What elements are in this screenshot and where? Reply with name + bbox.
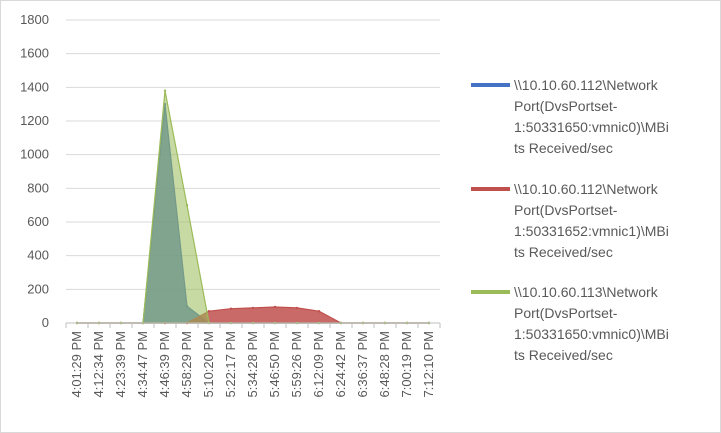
- data-point: [207, 310, 211, 313]
- x-tick-label: 6:12:09 PM: [311, 331, 326, 398]
- x-tick-label: 4:58:29 PM: [179, 331, 194, 398]
- x-tick-label: 5:34:28 PM: [245, 331, 260, 398]
- legend-line: 1:50331650:vmnic0)\MBi: [514, 326, 669, 342]
- data-point: [295, 306, 299, 310]
- legend-entry-3: \\10.10.60.113\Network Port(DvsPortset- 1:…: [514, 284, 669, 363]
- data-point: [229, 307, 233, 310]
- x-tick-label: 6:24:42 PM: [333, 331, 348, 398]
- x-tick-label: 4:46:39 PM: [157, 331, 172, 398]
- legend-line: \\10.10.60.112\Network: [514, 181, 659, 197]
- y-tick-label: 200: [27, 281, 49, 296]
- data-point: [317, 310, 321, 313]
- x-tick-label: 5:59:26 PM: [289, 331, 304, 398]
- x-tick-label: 5:22:17 PM: [223, 331, 238, 398]
- y-tick-label: 400: [27, 248, 49, 263]
- y-tick-label: 800: [27, 180, 49, 195]
- data-point: [185, 204, 189, 207]
- x-tick-label: 5:46:50 PM: [267, 331, 282, 398]
- y-tick-label: 1400: [20, 79, 49, 94]
- data-point: [163, 89, 167, 92]
- data-point: [251, 306, 255, 310]
- series-area-3: [77, 90, 429, 324]
- x-tick-label: 4:34:47 PM: [135, 331, 150, 398]
- legend-line: 1:50331652:vmnic1)\MBi: [514, 223, 669, 239]
- legend-line: \\10.10.60.113\Network: [514, 284, 659, 300]
- x-tick-label: 5:10:20 PM: [201, 331, 216, 398]
- legend-line: ts Received/sec: [514, 244, 613, 260]
- data-point: [273, 305, 277, 309]
- series-area-1: [77, 104, 429, 324]
- y-tick-label: 1600: [20, 46, 49, 61]
- series-area-2: [77, 306, 429, 324]
- legend-line: Port(DvsPortset-: [514, 305, 618, 321]
- y-tick-label: 1200: [20, 113, 49, 128]
- y-tick-label: 600: [27, 214, 49, 229]
- y-tick-label: 1000: [20, 147, 49, 162]
- legend-line: 1:50331650:vmnic0)\MBi: [514, 119, 669, 135]
- legend-line: Port(DvsPortset-: [514, 98, 618, 114]
- x-tick-label: 4:12:34 PM: [91, 331, 106, 398]
- legend-line: Port(DvsPortset-: [514, 202, 618, 218]
- y-tick-label: 0: [42, 315, 49, 330]
- legend-entry-1: \\10.10.60.112\Network Port(DvsPortset- 1:…: [514, 77, 669, 156]
- x-tick-label: 6:48:28 PM: [377, 331, 392, 398]
- legend-line: ts Received/sec: [514, 347, 613, 363]
- x-tick-label: 6:36:37 PM: [355, 331, 370, 398]
- legend-entry-2: \\10.10.60.112\Network Port(DvsPortset- 1:…: [514, 181, 669, 260]
- legend-line: \\10.10.60.112\Network: [514, 77, 659, 93]
- x-tick-label: 4:23:39 PM: [113, 331, 128, 398]
- x-tick-label: 7:12:10 PM: [421, 331, 436, 398]
- x-tick-label: 4:01:29 PM: [69, 331, 84, 398]
- legend-line: ts Received/sec: [514, 140, 613, 156]
- x-tick-label: 7:00:19 PM: [399, 331, 414, 398]
- y-tick-label: 1800: [20, 12, 49, 27]
